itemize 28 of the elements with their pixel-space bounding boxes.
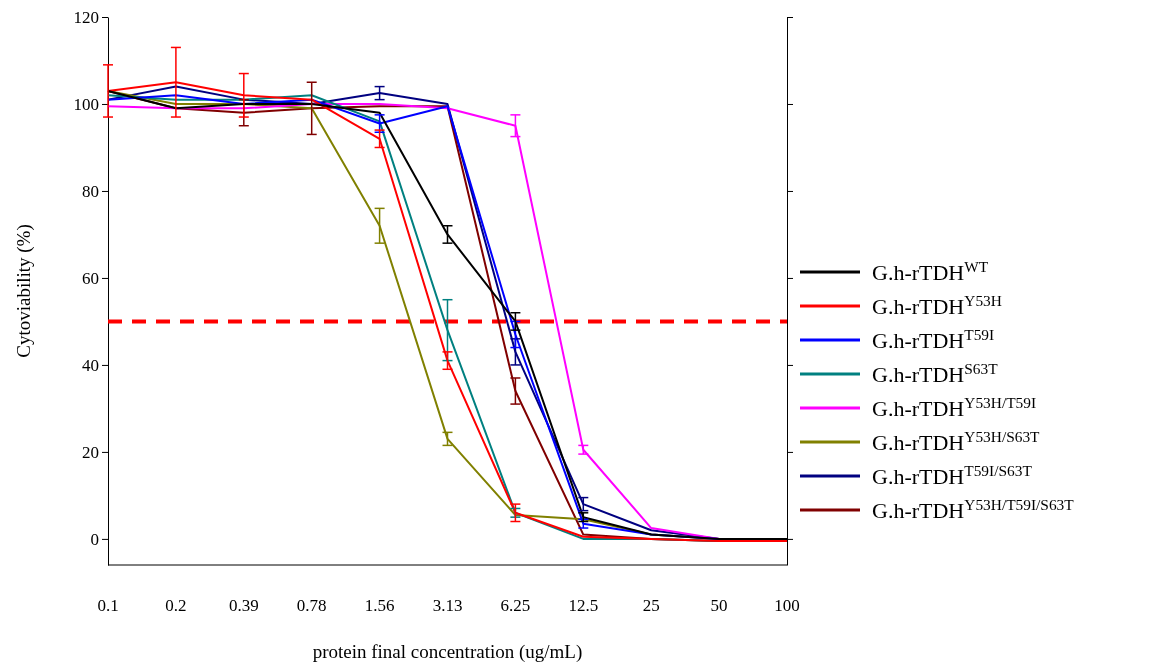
legend-label: G.h-rTDH$^{Y53H/T59I/S63T}$ [872, 495, 1075, 523]
x-tick-label: 3.13 [432, 596, 463, 615]
legend-label: G.h-rTDH$^{Y53H/T59I}$ [872, 393, 1037, 421]
x-tick-label: 0.1 [97, 596, 119, 615]
y-tick-label: 60 [82, 268, 99, 288]
x-axis-title: protein final concentration (ug/mL) [312, 641, 583, 663]
y-tick-label: 80 [82, 181, 99, 201]
legend-label: G.h-rTDH$^{T59I}$ [872, 325, 995, 353]
x-tick-label: 100 [774, 596, 800, 615]
y-tick-label: 20 [82, 442, 99, 462]
x-tick-label: 50 [710, 596, 728, 615]
y-tick-label: 100 [73, 94, 99, 114]
legend-label: G.h-rTDH$^{T59I/S63T}$ [872, 461, 1033, 489]
x-tick-label: 0.78 [296, 596, 327, 615]
y-tick-label: 40 [82, 355, 99, 375]
y-tick-label: 120 [73, 7, 99, 27]
y-axis-title: Cytoviability (%) [13, 224, 35, 358]
legend-label: G.h-rTDH$^{Y53H/S63T}$ [872, 427, 1041, 455]
legend-label: G.h-rTDH$^{Y53H}$ [872, 291, 1002, 319]
x-tick-label: 12.5 [568, 596, 599, 615]
x-tick-label: 0.39 [228, 596, 259, 615]
legend-label: G.h-rTDH$^{WT}$ [872, 257, 989, 285]
x-tick-label: 0.2 [165, 596, 187, 615]
x-tick-label: 1.56 [364, 596, 395, 615]
legend-label: G.h-rTDH$^{S63T}$ [872, 359, 999, 387]
x-tick-label: 6.25 [500, 596, 531, 615]
x-tick-label: 25 [642, 596, 660, 615]
y-tick-label: 0 [90, 529, 99, 549]
